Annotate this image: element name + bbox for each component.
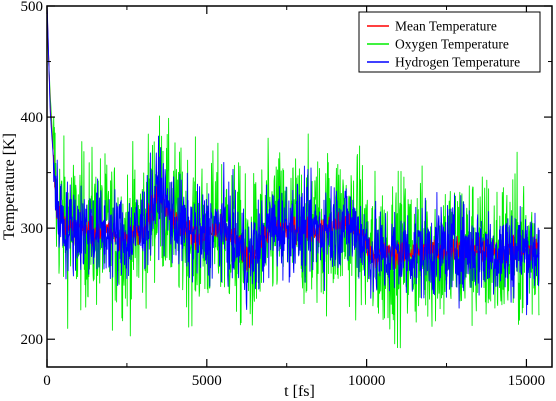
- series-line-2: [46, 5, 540, 316]
- plot-frame: [46, 5, 553, 368]
- y-tick-label: 300: [21, 221, 44, 237]
- y-tick-label: 400: [21, 110, 44, 126]
- y-axis-label: Temperature [K]: [1, 133, 18, 240]
- ticks-layer: 0 5000 10000 15000 200 300 400 500: [21, 0, 552, 389]
- x-tick-label: 5000: [192, 373, 222, 389]
- series-layer: [46, 5, 540, 349]
- legend-entry: Oxygen Temperature: [395, 37, 509, 52]
- y-tick-label: 500: [21, 0, 44, 15]
- legend-entry: Mean Temperature: [395, 19, 497, 34]
- x-tick-label: 0: [43, 373, 51, 389]
- legend-entry: Hydrogen Temperature: [395, 55, 520, 70]
- x-tick-label: 15000: [508, 373, 546, 389]
- legend-box: [358, 11, 541, 73]
- y-tick-label: 200: [21, 332, 44, 348]
- legend: Mean Temperature Oxygen Temperature Hydrog…: [358, 11, 541, 73]
- x-axis-label: t [fs]: [284, 383, 315, 400]
- x-tick-label: 10000: [348, 373, 386, 389]
